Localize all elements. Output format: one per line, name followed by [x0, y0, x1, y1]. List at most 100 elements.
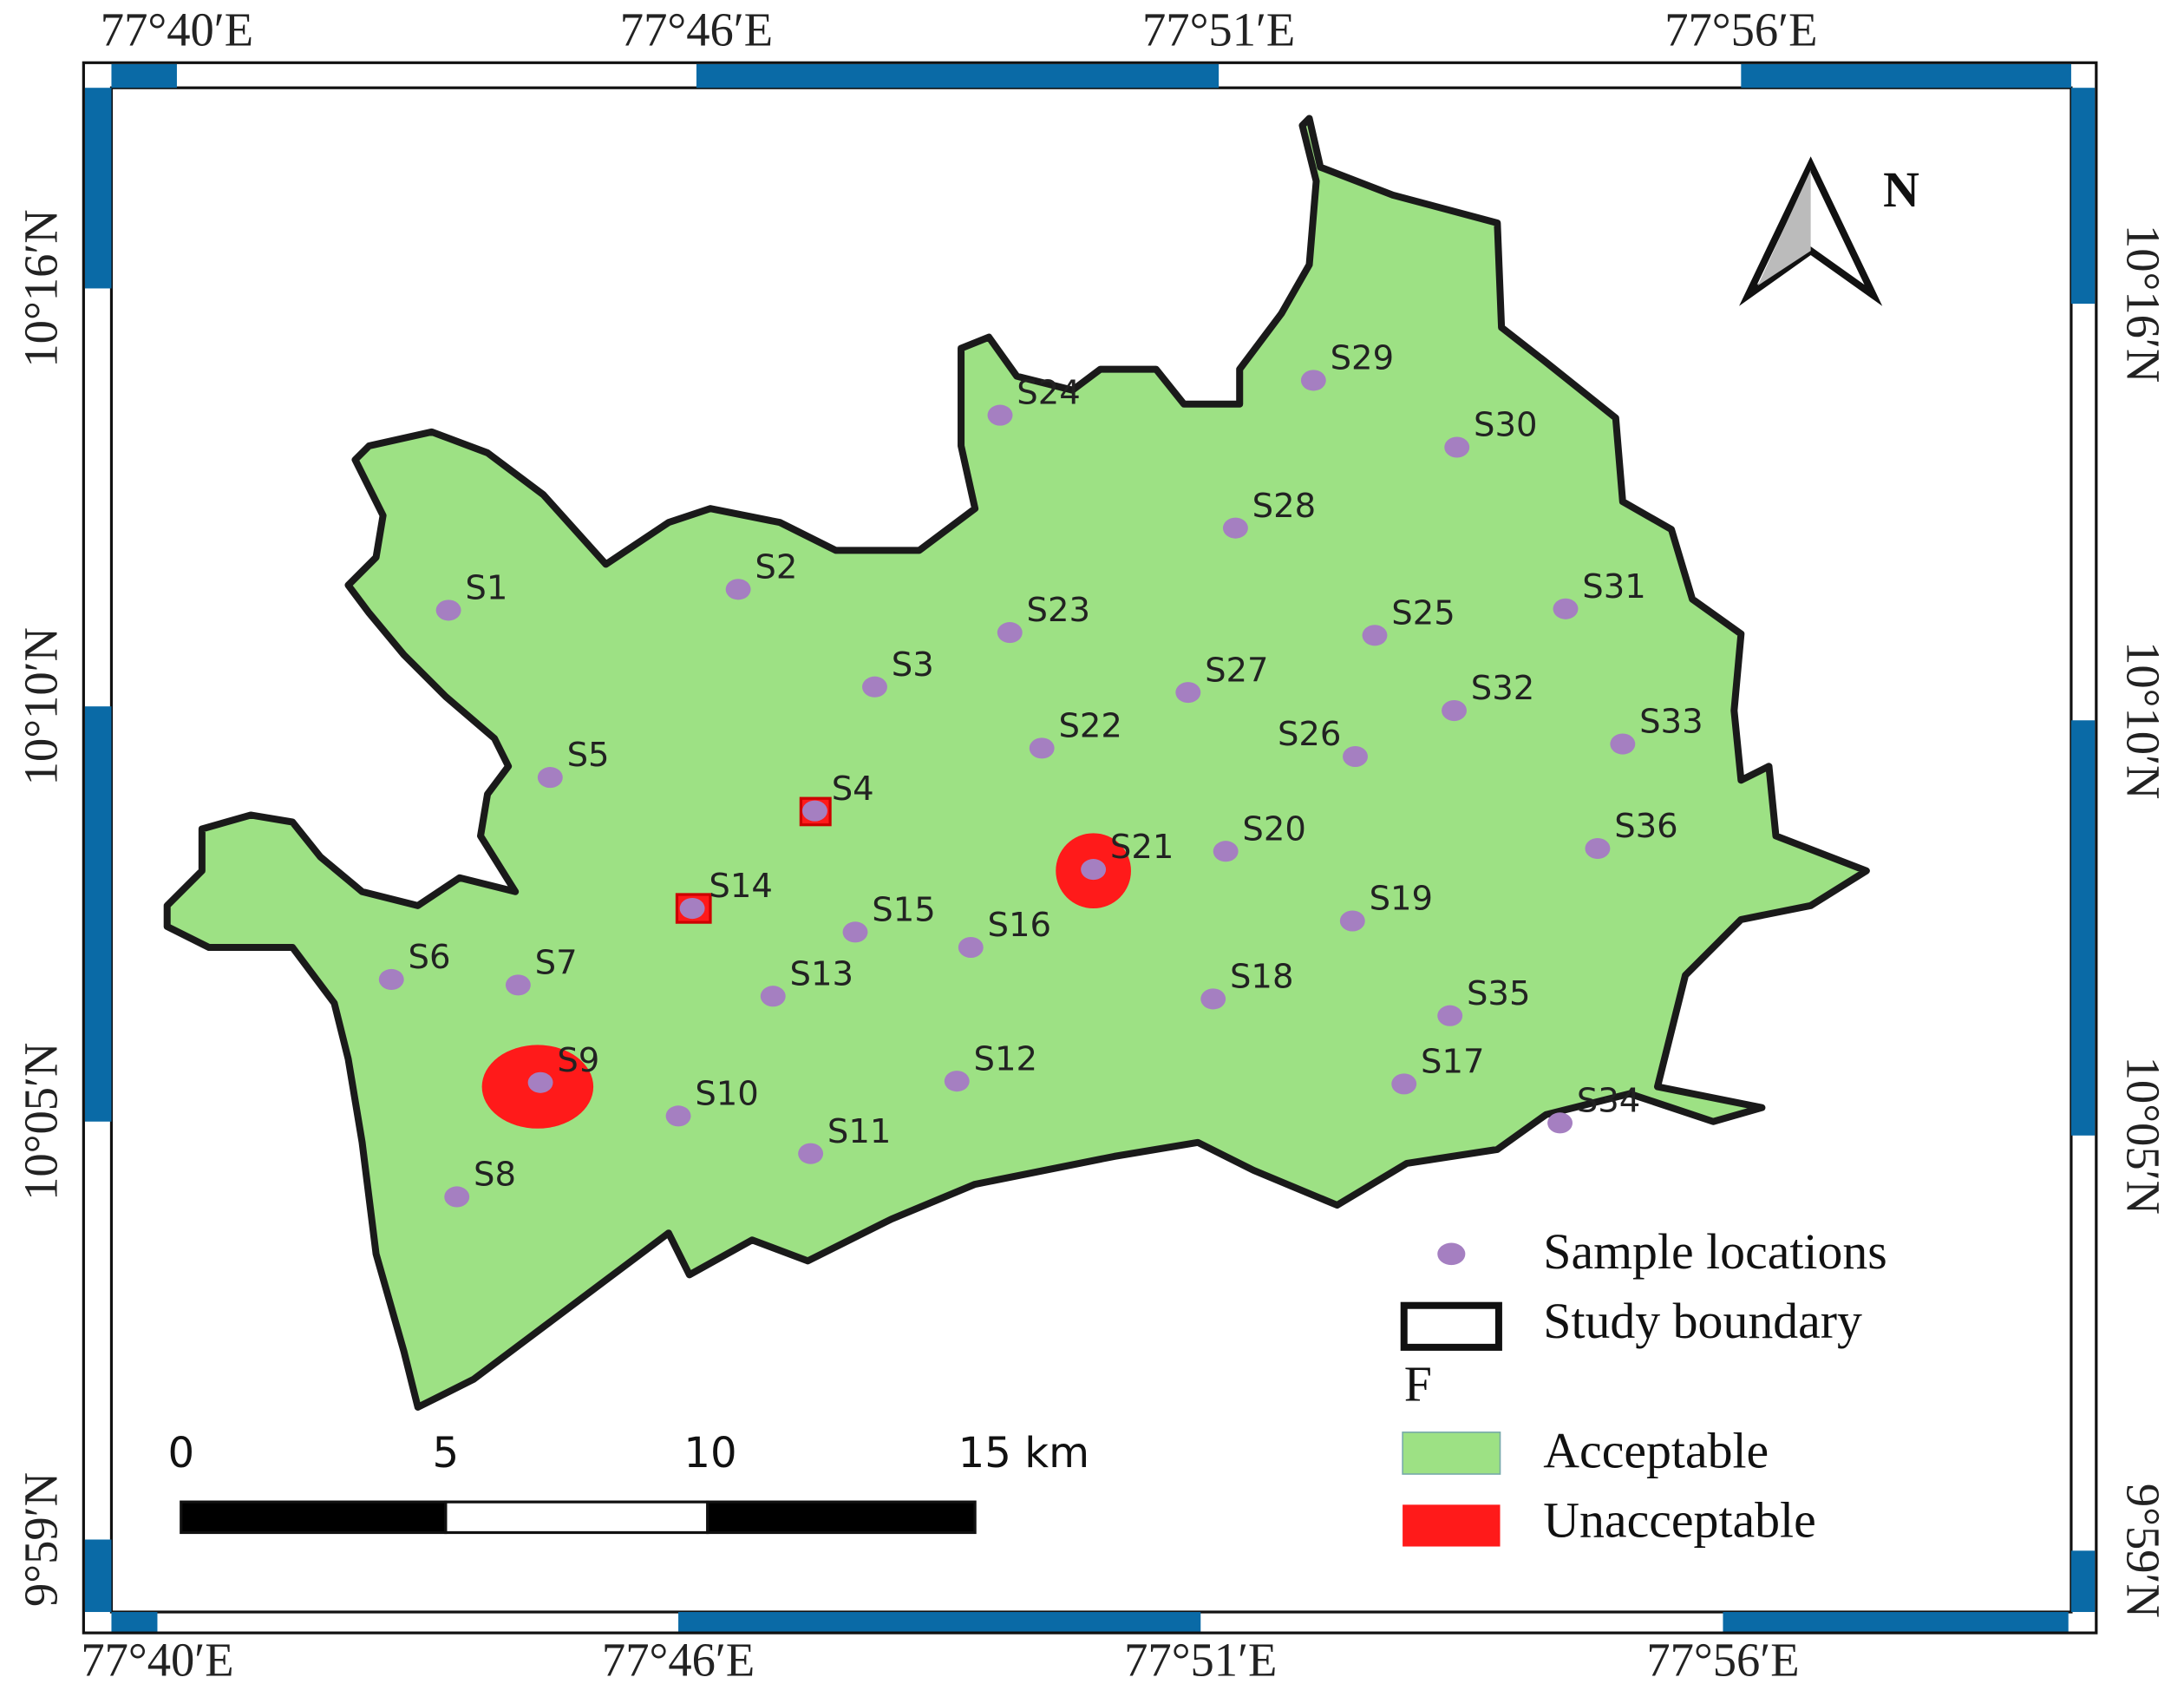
sample-point [435, 600, 461, 621]
sample-label: S28 [1252, 487, 1316, 526]
legend-title: F [1404, 1355, 1432, 1412]
top-coord-label: 77°51′E [1142, 3, 1295, 56]
sample-label: S26 [1278, 715, 1341, 754]
sample-point [1362, 625, 1388, 646]
sample-point [1081, 859, 1107, 881]
sample-label: S23 [1027, 591, 1090, 630]
sample-label: S3 [892, 645, 934, 685]
legend-label: Unacceptable [1543, 1492, 1815, 1549]
sample-label: S1 [465, 569, 507, 608]
top-coord-label: 77°56′E [1664, 3, 1817, 56]
left-coord-label: 9°59′N [15, 1472, 68, 1607]
sample-label: S18 [1230, 958, 1294, 997]
sample-label: S9 [557, 1041, 599, 1080]
sample-label: S33 [1639, 703, 1703, 742]
sample-point [1391, 1073, 1417, 1095]
sample-point [1585, 837, 1611, 860]
sample-point [1222, 517, 1248, 539]
sample-label: S13 [790, 954, 854, 993]
sample-label: S16 [988, 906, 1052, 945]
sample-point [665, 1105, 691, 1127]
sample-label: S29 [1331, 339, 1395, 378]
sample-label: S4 [832, 770, 874, 809]
scale-bar [180, 1500, 977, 1535]
sample-point [987, 404, 1013, 426]
bottom-coord-label: 77°46′E [602, 1634, 755, 1687]
sample-point [1175, 682, 1201, 704]
sample-point [1437, 1005, 1463, 1026]
sample-point [1300, 370, 1326, 391]
left-coord-label: 10°05′N [15, 1043, 68, 1201]
north-label: N [1883, 161, 1919, 218]
sample-point [958, 936, 984, 959]
sample-point [842, 921, 868, 943]
sample-point [1343, 745, 1368, 768]
sample-label: S2 [755, 547, 797, 586]
sample-label: S36 [1614, 807, 1678, 846]
sample-label: S32 [1471, 669, 1535, 708]
sample-label: S30 [1474, 406, 1538, 445]
right-coord-label: 9°59′N [2116, 1484, 2169, 1618]
right-coord-label: 10°16′N [2116, 225, 2169, 383]
sample-label: S27 [1205, 651, 1269, 690]
sample-label: S20 [1242, 809, 1306, 848]
sample-point [725, 579, 751, 600]
sample-label: S17 [1421, 1043, 1485, 1082]
sample-point [444, 1186, 470, 1208]
sample-label: S34 [1577, 1082, 1641, 1121]
sample-point [1213, 841, 1239, 862]
sample-label: S31 [1582, 567, 1646, 606]
sample-point [997, 622, 1023, 644]
sample-point [1339, 910, 1365, 932]
sample-point [1610, 733, 1636, 755]
sample-point [1442, 699, 1467, 722]
sample-point [801, 800, 827, 822]
sample-label: S21 [1110, 828, 1174, 867]
sample-point [679, 898, 705, 920]
sample-label: S11 [827, 1112, 892, 1151]
left-coord-label: 10°16′N [15, 209, 68, 367]
sample-label: S6 [409, 938, 451, 977]
sample-label: S15 [872, 891, 935, 930]
top-coord-label: 77°46′E [620, 3, 773, 56]
sample-point [1444, 436, 1470, 458]
sample-label: S5 [567, 736, 610, 775]
legend-label: Sample locations [1543, 1223, 1886, 1280]
sample-label: S24 [1017, 374, 1081, 413]
legend-label: Study boundary [1543, 1293, 1862, 1349]
sample-label: S25 [1391, 593, 1455, 632]
scale-label: 15 km [958, 1429, 1089, 1478]
sample-point [378, 968, 404, 990]
legend-label: Acceptable [1543, 1422, 1769, 1478]
scale-label: 0 [167, 1429, 194, 1478]
bottom-coord-label: 77°51′E [1124, 1634, 1277, 1687]
sample-label: S22 [1058, 707, 1122, 746]
bottom-coord-label: 77°56′E [1646, 1634, 1799, 1687]
right-coord-label: 10°10′N [2116, 641, 2169, 799]
sample-label: S35 [1467, 974, 1531, 1013]
scale-label: 10 [683, 1429, 736, 1478]
sample-point [537, 767, 563, 789]
sample-point [760, 986, 786, 1007]
right-coord-label: 10°05′N [2116, 1057, 2169, 1215]
sample-point [1029, 737, 1055, 759]
left-coord-label: 10°10′N [15, 627, 68, 785]
sample-point [944, 1071, 970, 1092]
scale-label: 5 [433, 1429, 460, 1478]
sample-label: S7 [535, 944, 578, 983]
sample-label: S10 [695, 1074, 759, 1113]
sample-point [527, 1071, 553, 1093]
sample-point [505, 974, 531, 996]
sample-point [798, 1143, 824, 1164]
top-coord-label: 77°40′E [101, 3, 253, 56]
sample-point [862, 676, 887, 698]
legend [1400, 1242, 1502, 1547]
north-arrow [1739, 156, 1883, 306]
sample-point [1547, 1112, 1573, 1134]
bottom-coord-label: 77°40′E [81, 1634, 233, 1687]
sample-label: S8 [474, 1156, 516, 1195]
sample-label: S14 [709, 867, 773, 906]
sample-point [1553, 598, 1579, 619]
